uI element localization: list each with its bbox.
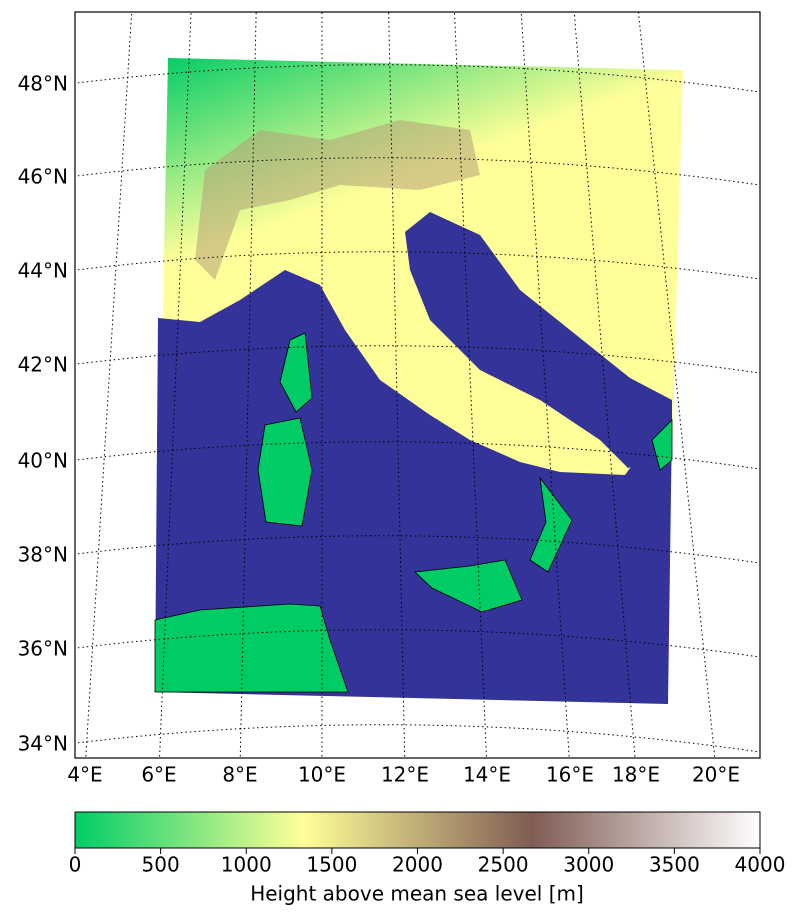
- lon-label: 10°E: [298, 763, 346, 787]
- lon-label: 12°E: [381, 763, 429, 787]
- lat-label: 40°N: [18, 449, 68, 473]
- adriatic-sea: [405, 212, 672, 468]
- lon-label: 16°E: [546, 763, 594, 787]
- land: [257, 417, 313, 527]
- colorbar-label: Height above mean sea level [m]: [250, 882, 584, 906]
- lat-label: 34°N: [18, 732, 68, 756]
- lon-label: 6°E: [141, 763, 176, 787]
- parallel: [75, 724, 760, 753]
- colorbar: [74, 811, 761, 849]
- lat-label: 36°N: [18, 637, 68, 661]
- land: [414, 559, 523, 613]
- lon-label: 14°E: [463, 763, 511, 787]
- land: [529, 476, 573, 573]
- lat-label: 44°N: [18, 259, 68, 283]
- colorbar-tick-label: 3000: [563, 853, 614, 877]
- colorbar-tick-label: 1000: [221, 853, 272, 877]
- map: [75, 12, 760, 758]
- lat-label: 42°N: [18, 353, 68, 377]
- map-frame: [74, 11, 761, 759]
- lon-label: 8°E: [222, 763, 257, 787]
- lon-label: 18°E: [612, 763, 660, 787]
- lon-label: 4°E: [67, 763, 102, 787]
- land: [154, 603, 349, 693]
- colorbar-tick-label: 2000: [392, 853, 443, 877]
- colorbar-tick-label: 500: [142, 853, 180, 877]
- colorbar-tick-label: 4000: [735, 853, 786, 877]
- lon-label: 20°E: [692, 763, 740, 787]
- lat-label: 48°N: [18, 72, 68, 96]
- meridian: [573, 12, 636, 758]
- land: [279, 332, 313, 413]
- lat-label: 38°N: [18, 543, 68, 567]
- colorbar-tick-label: 1500: [306, 853, 357, 877]
- colorbar-tick-label: 2500: [478, 853, 529, 877]
- meridian: [637, 12, 716, 758]
- meridian: [85, 12, 133, 758]
- colorbar-tick-label: 3500: [649, 853, 700, 877]
- lat-label: 46°N: [18, 165, 68, 189]
- colorbar-tick-label: 0: [69, 853, 82, 877]
